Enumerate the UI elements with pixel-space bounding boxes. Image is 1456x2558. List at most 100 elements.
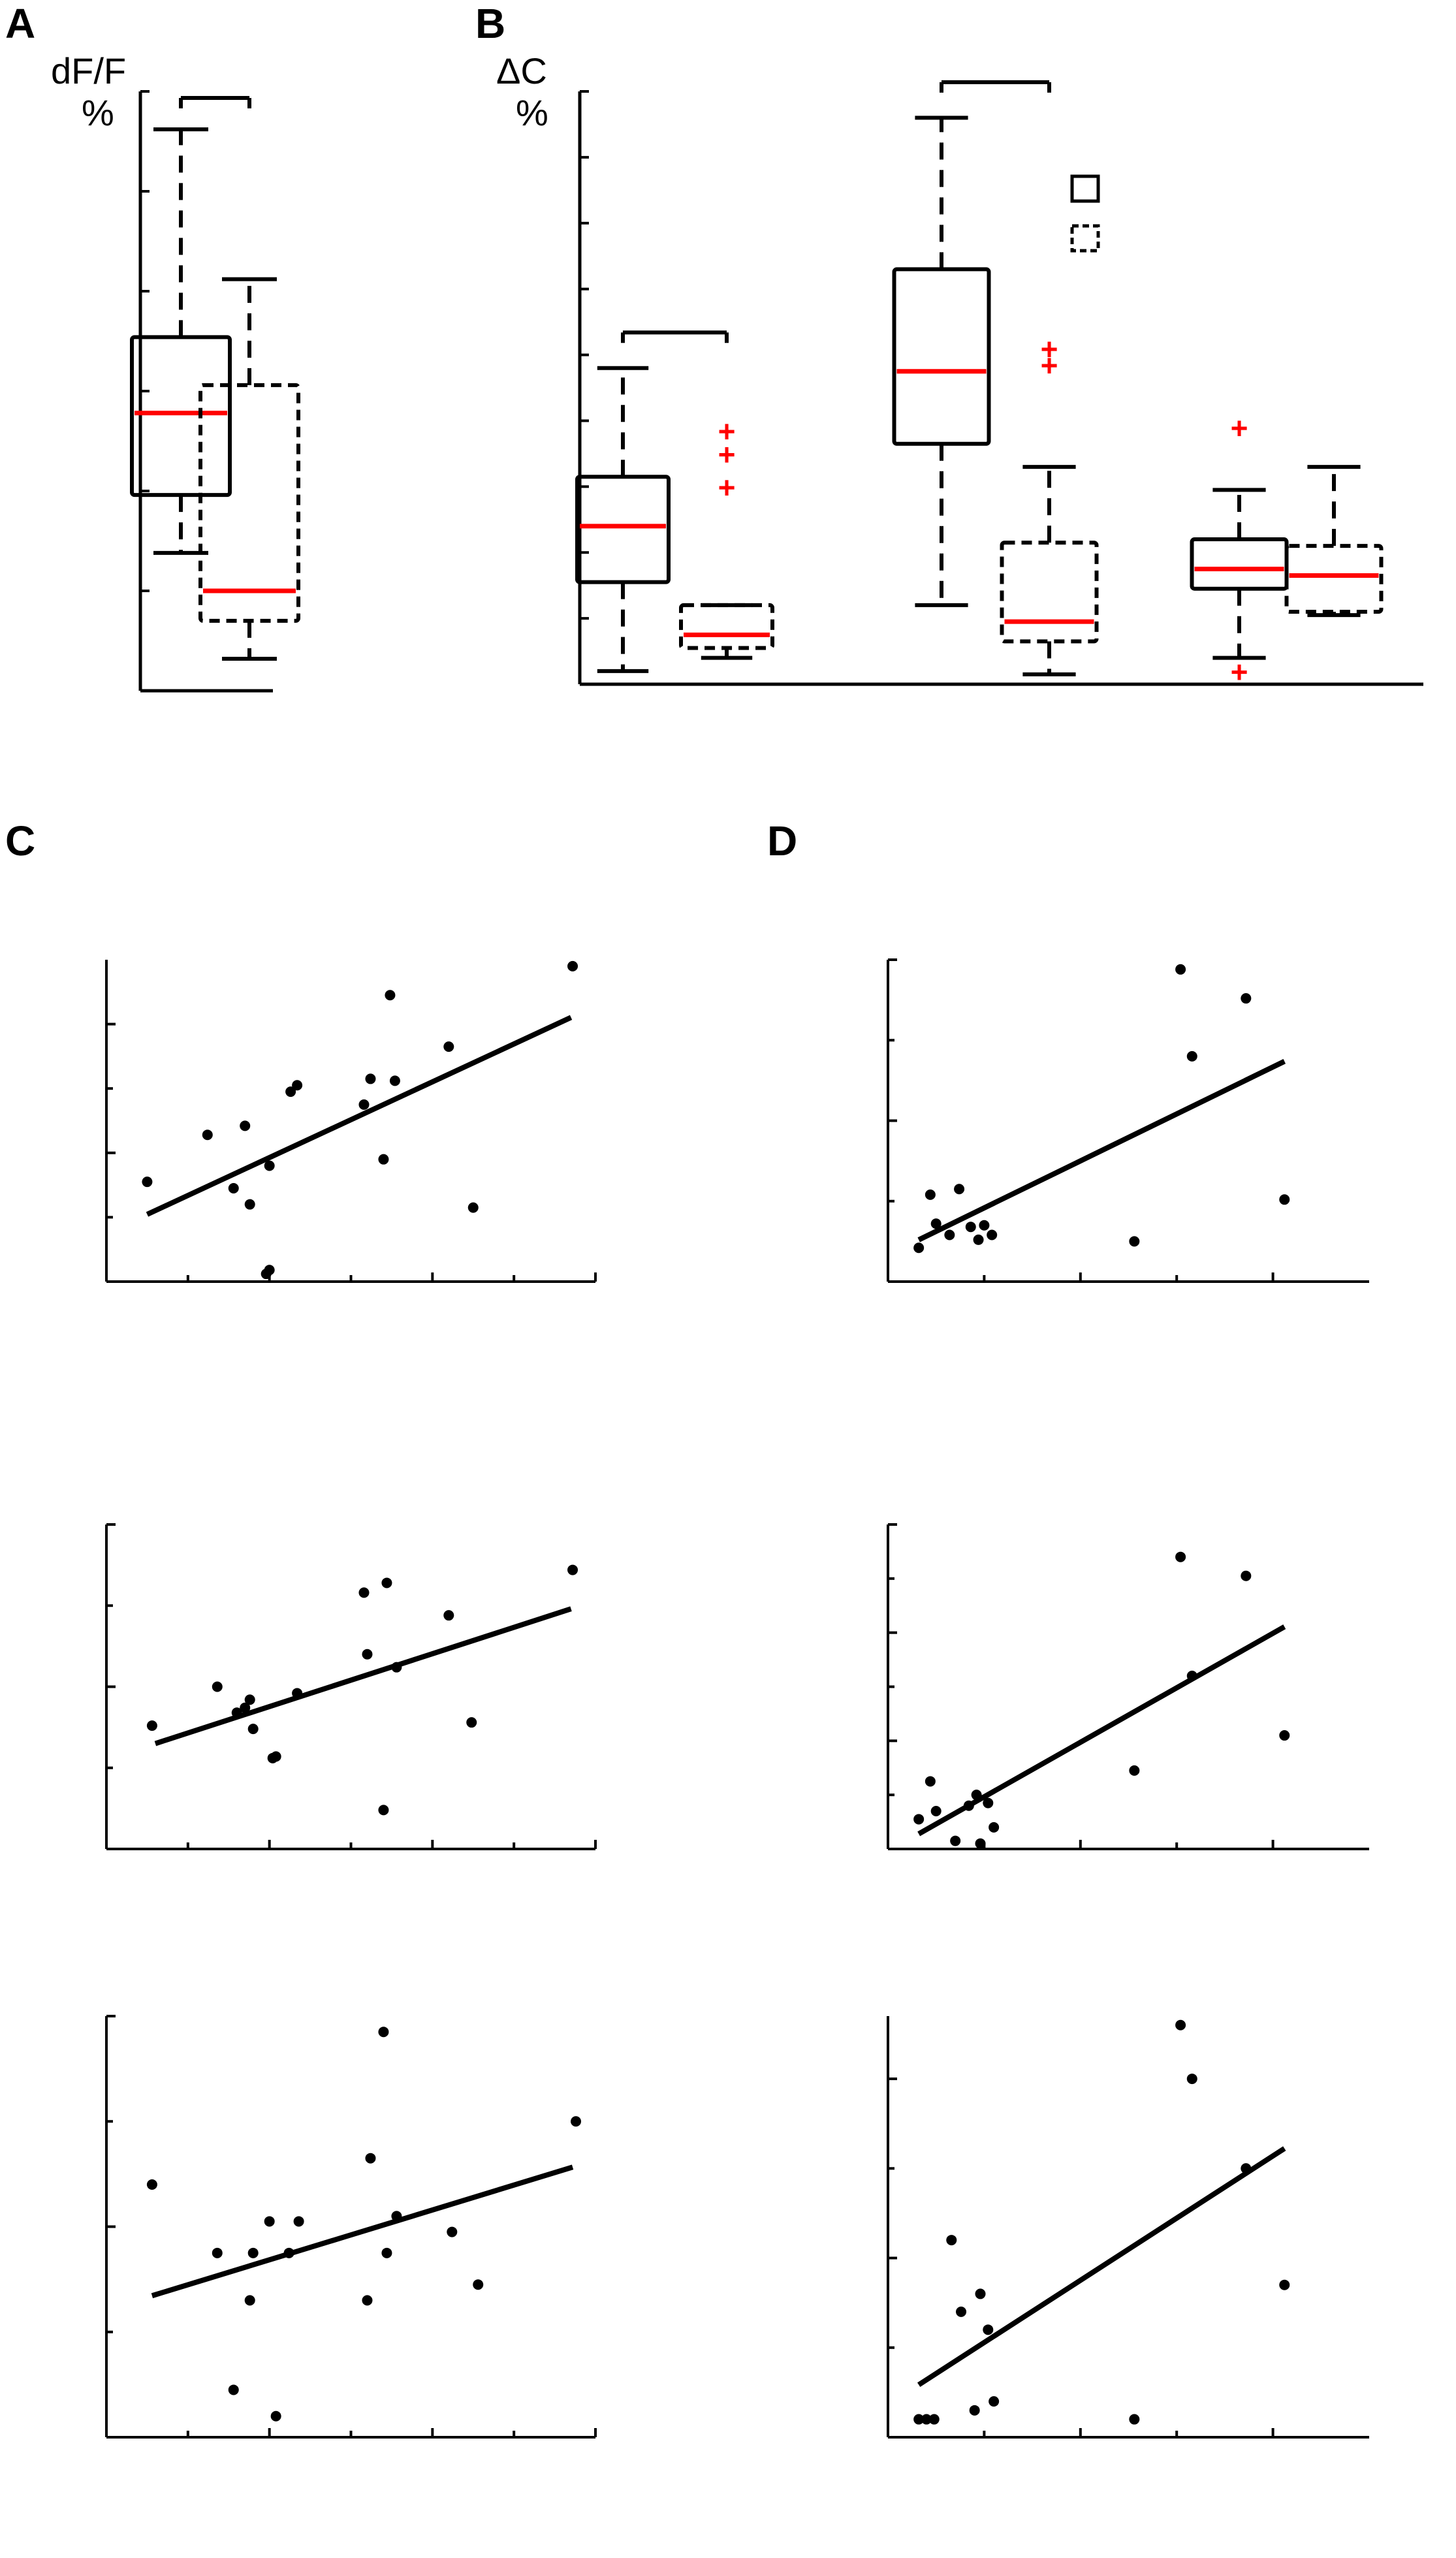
regression-line <box>154 1606 572 1746</box>
data-point <box>969 2405 980 2416</box>
data-point <box>358 1587 370 1598</box>
data-point <box>971 1790 982 1801</box>
scatter-panel-c <box>105 960 597 1283</box>
data-point <box>240 1120 251 1131</box>
significance-bracket <box>179 96 251 108</box>
data-point <box>467 1202 479 1213</box>
data-point <box>264 2216 275 2227</box>
box-hbr-anesthesia <box>1284 465 1384 618</box>
box-ca-awake <box>130 127 232 555</box>
data-point <box>293 2216 304 2227</box>
data-point <box>292 1080 303 1091</box>
data-point <box>930 1218 942 1229</box>
data-point <box>212 1681 223 1692</box>
data-point <box>244 1694 255 1705</box>
panel-label-d: D <box>767 817 797 864</box>
scatter-panel-d <box>887 958 1369 1283</box>
y-axis-label-unit: % <box>516 92 548 133</box>
data-point <box>443 1610 454 1621</box>
data-point <box>983 1797 994 1808</box>
data-point <box>928 2414 940 2425</box>
y-axis-label: dF/F <box>51 50 126 91</box>
panel-label-b: B <box>475 0 505 47</box>
data-point <box>285 1086 296 1097</box>
data-point <box>202 1129 213 1141</box>
data-point <box>212 2247 223 2258</box>
box-hbr-awake: ++ <box>1190 411 1289 689</box>
outlier-marker: + <box>1231 411 1248 445</box>
data-point <box>979 1220 990 1231</box>
data-point <box>365 1073 376 1084</box>
data-point <box>1186 2074 1197 2085</box>
y-axis-label: ΔC <box>496 50 547 91</box>
data-point <box>391 1662 402 1673</box>
data-point <box>378 2027 389 2038</box>
iqr-box <box>892 267 991 446</box>
data-point <box>1279 1730 1290 1741</box>
data-point <box>567 1564 578 1575</box>
data-point <box>378 1805 389 1816</box>
scatter-panel-d2 <box>887 1523 1369 1850</box>
box-hbo-awake <box>892 116 991 607</box>
data-point <box>447 2226 458 2237</box>
outlier-marker: + <box>718 415 736 449</box>
box-hbo-anesthesia: ++ <box>1000 332 1099 676</box>
data-point <box>989 2396 1000 2407</box>
data-point <box>443 1041 454 1052</box>
data-point <box>987 1229 998 1240</box>
data-point <box>925 1776 936 1787</box>
regression-line <box>917 1059 1286 1242</box>
data-point <box>1129 1765 1140 1776</box>
data-point <box>567 960 578 971</box>
data-point <box>913 1814 925 1825</box>
data-point <box>270 2410 281 2422</box>
iqr-box <box>198 383 300 623</box>
data-point <box>283 2247 294 2258</box>
data-point <box>921 2414 932 2425</box>
data-point <box>1175 2019 1186 2030</box>
box-panel-a: dF/F% <box>51 50 300 693</box>
scatter-panel-d3 <box>887 2016 1369 2439</box>
regression-line <box>917 2146 1286 2388</box>
data-point <box>381 1577 392 1588</box>
data-point <box>1175 964 1186 975</box>
data-point <box>391 2211 402 2222</box>
scatter-panel-c3 <box>105 2015 597 2439</box>
legend-swatch-anesthesia <box>1070 224 1100 253</box>
data-point <box>965 1222 976 1233</box>
chart-layer: dF/F%ΔC%+++++++ <box>51 50 1423 2439</box>
data-point <box>1129 1236 1140 1247</box>
outlier-marker: + <box>1041 332 1058 366</box>
data-point <box>913 1242 925 1254</box>
regression-line <box>151 2164 574 2299</box>
data-point <box>389 1075 400 1086</box>
data-point <box>1186 1670 1197 1681</box>
box-hbt-anesthesia: +++ <box>679 415 774 660</box>
data-point <box>973 1234 984 1245</box>
data-point <box>231 1707 242 1718</box>
outlier-marker: + <box>1041 349 1058 383</box>
data-point <box>378 1154 389 1165</box>
data-point <box>362 1649 373 1660</box>
iqr-box <box>679 603 774 650</box>
data-point <box>1279 2279 1290 2290</box>
legend <box>1070 174 1100 253</box>
data-point <box>381 2247 392 2258</box>
data-point <box>146 1720 157 1731</box>
data-point <box>1279 1194 1290 1205</box>
scatter-panel-c2 <box>105 1523 597 1850</box>
data-point <box>1241 993 1252 1004</box>
data-point <box>292 1688 303 1699</box>
data-point <box>975 2288 986 2299</box>
data-point <box>264 1265 275 1276</box>
data-point <box>1175 1551 1186 1562</box>
data-point <box>1129 2414 1140 2425</box>
iqr-box <box>575 475 671 584</box>
data-point <box>228 1183 239 1194</box>
regression-line <box>917 1624 1286 1837</box>
data-point <box>244 2295 255 2306</box>
panel-label-c: C <box>5 817 35 864</box>
data-point <box>1241 1570 1252 1581</box>
data-point <box>944 1229 955 1240</box>
data-point <box>913 2414 925 2425</box>
